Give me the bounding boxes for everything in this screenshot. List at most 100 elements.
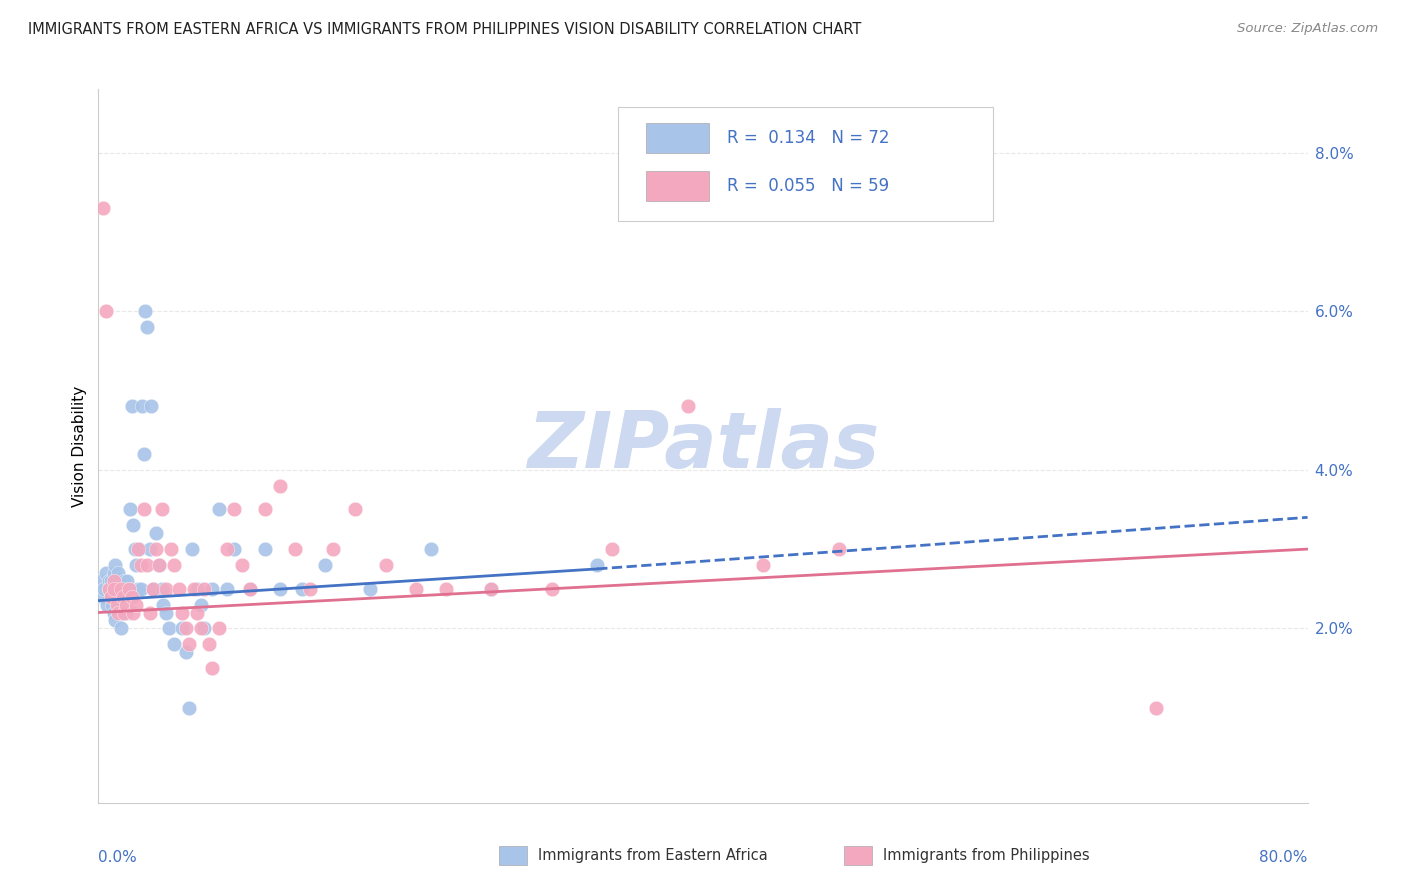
Point [201, 582, 224, 596]
Point [110, 590, 132, 604]
Point [197, 637, 219, 651]
Point [179, 637, 201, 651]
Point [129, 558, 152, 572]
Point [135, 320, 157, 334]
Point [115, 574, 138, 588]
Point [118, 582, 141, 596]
Point [135, 558, 157, 572]
Point [145, 542, 167, 557]
Point [481, 582, 503, 596]
Point [190, 598, 212, 612]
Point [752, 558, 775, 572]
Point [148, 558, 170, 572]
Point [314, 558, 336, 572]
Point [94, 566, 117, 580]
Point [405, 582, 427, 596]
Text: R =  0.134   N = 72: R = 0.134 N = 72 [727, 128, 890, 146]
Point [1144, 700, 1167, 714]
Point [114, 606, 136, 620]
Point [152, 598, 174, 612]
Point [122, 518, 145, 533]
Point [103, 574, 125, 588]
Point [193, 621, 215, 635]
Point [167, 582, 190, 596]
Point [434, 582, 457, 596]
Point [110, 582, 132, 596]
Point [121, 590, 143, 604]
Point [224, 502, 246, 516]
Point [127, 582, 149, 596]
Point [155, 606, 177, 620]
Bar [844, 846, 872, 865]
Point [131, 400, 153, 414]
Point [150, 582, 173, 596]
Point [160, 542, 183, 557]
Point [107, 606, 129, 620]
Point [103, 606, 125, 620]
Point [269, 582, 291, 596]
Point [179, 700, 201, 714]
Point [148, 558, 170, 572]
Point [420, 542, 443, 557]
Point [104, 558, 127, 572]
Point [208, 502, 231, 516]
Point [120, 502, 142, 516]
Point [110, 621, 132, 635]
Text: R =  0.055   N = 59: R = 0.055 N = 59 [727, 177, 890, 194]
Point [139, 542, 162, 557]
Point [201, 661, 224, 675]
Point [132, 447, 155, 461]
Point [111, 598, 134, 612]
Point [183, 582, 205, 596]
Point [125, 598, 148, 612]
Point [155, 582, 177, 596]
Point [125, 558, 148, 572]
Point [100, 590, 122, 604]
Point [284, 542, 307, 557]
Point [190, 621, 212, 635]
Text: 0.0%: 0.0% [98, 850, 138, 865]
Point [134, 304, 156, 318]
Point [139, 606, 162, 620]
Text: 80.0%: 80.0% [1260, 850, 1308, 865]
FancyBboxPatch shape [647, 170, 709, 201]
Text: Immigrants from Philippines: Immigrants from Philippines [883, 848, 1090, 863]
Point [124, 542, 146, 557]
Point [481, 582, 503, 596]
Point [127, 542, 149, 557]
Point [186, 582, 208, 596]
Point [114, 598, 136, 612]
Point [103, 566, 125, 580]
Text: Source: ZipAtlas.com: Source: ZipAtlas.com [1237, 22, 1378, 36]
Point [602, 542, 624, 557]
Point [145, 526, 167, 541]
Point [94, 304, 117, 318]
Point [193, 582, 215, 596]
Point [129, 582, 152, 596]
Point [111, 590, 134, 604]
Point [360, 582, 382, 596]
Point [269, 478, 291, 492]
Point [101, 598, 124, 612]
Point [100, 574, 122, 588]
Point [170, 606, 193, 620]
Point [132, 502, 155, 516]
Point [586, 558, 609, 572]
Point [101, 582, 124, 596]
Point [170, 621, 193, 635]
Point [253, 502, 276, 516]
Point [163, 637, 186, 651]
Point [128, 542, 150, 557]
Point [208, 621, 231, 635]
Point [322, 542, 344, 557]
Point [253, 542, 276, 557]
Point [103, 582, 125, 596]
Point [374, 558, 396, 572]
Point [107, 566, 129, 580]
Point [231, 558, 253, 572]
Point [676, 400, 699, 414]
Point [121, 400, 143, 414]
Point [114, 590, 136, 604]
Point [181, 542, 204, 557]
Point [186, 606, 208, 620]
